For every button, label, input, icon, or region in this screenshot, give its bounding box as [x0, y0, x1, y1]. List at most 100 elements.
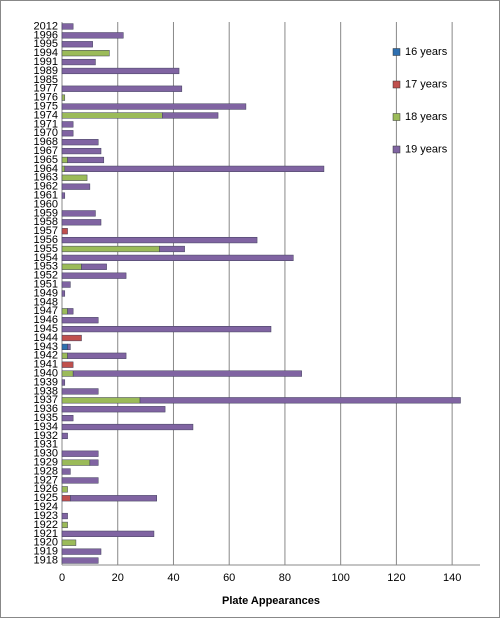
bar — [61, 343, 68, 351]
legend-swatch — [392, 113, 401, 121]
y-tick-label: 1976 — [34, 92, 58, 104]
bar — [61, 512, 68, 520]
y-tick-label: 1919 — [34, 546, 58, 558]
y-tick-label: 1959 — [34, 207, 58, 219]
bar — [67, 343, 71, 351]
bar — [61, 219, 102, 226]
bar — [61, 50, 110, 57]
y-tick-label: 1995 — [34, 38, 58, 50]
y-tick-label: 1963 — [34, 172, 58, 184]
bar — [67, 156, 105, 164]
bar — [61, 85, 183, 92]
bar — [61, 112, 163, 119]
bar — [70, 495, 157, 502]
y-tick-label: 1946 — [34, 314, 58, 326]
bar — [64, 165, 325, 172]
bar — [61, 557, 99, 564]
y-tick-label: 1952 — [34, 270, 58, 282]
legend-swatch — [392, 145, 401, 154]
bar — [61, 406, 166, 413]
y-tick-label: 1932 — [34, 430, 58, 442]
bar — [61, 459, 91, 466]
bar — [61, 361, 74, 368]
y-tick-label: 1994 — [34, 47, 58, 59]
legend-label: 19 years — [405, 143, 448, 155]
y-tick-label: 1965 — [34, 154, 58, 166]
y-tick-label: 1985 — [34, 74, 58, 86]
bar — [61, 352, 68, 359]
x-tick-label: 0 — [59, 572, 65, 584]
y-tick-label: 1944 — [34, 332, 58, 344]
y-tick-label: 1918 — [34, 554, 58, 566]
bar — [61, 192, 66, 199]
y-tick-label: 1961 — [34, 189, 58, 201]
bar — [61, 290, 66, 297]
y-tick-label: 1930 — [34, 448, 58, 460]
y-tick-label: 2012 — [34, 20, 58, 32]
bar — [67, 308, 74, 315]
bar — [72, 370, 302, 377]
y-tick-label: 1939 — [34, 376, 58, 388]
bar — [61, 254, 294, 261]
legend-label: 17 years — [405, 78, 448, 90]
y-tick-label: 1954 — [34, 252, 58, 264]
y-tick-label: 1936 — [34, 403, 58, 415]
bar — [61, 236, 258, 244]
bar — [139, 397, 461, 404]
bar — [61, 130, 74, 137]
bar — [159, 245, 185, 253]
y-tick-label: 1935 — [34, 412, 58, 424]
bar — [61, 58, 96, 66]
y-tick-label: 1955 — [34, 243, 58, 255]
bar — [61, 495, 71, 502]
y-tick-label: 1974 — [34, 109, 58, 121]
bar — [61, 147, 102, 155]
x-tick-label: 60 — [223, 572, 235, 584]
bar — [61, 477, 99, 484]
bar — [61, 94, 66, 101]
bar — [61, 415, 74, 422]
bar — [61, 432, 68, 440]
y-tick-label: 1940 — [34, 368, 58, 380]
y-tick-label: 1937 — [34, 394, 58, 406]
legend-label: 18 years — [405, 111, 448, 123]
y-tick-label: 1928 — [34, 465, 58, 477]
x-axis-label: Plate Appearances — [222, 595, 320, 607]
bar — [61, 156, 68, 164]
bar — [61, 263, 82, 270]
bar — [61, 468, 71, 475]
legend-swatch — [392, 48, 401, 56]
y-tick-label: 1964 — [34, 163, 58, 175]
bar — [61, 183, 91, 190]
bar — [61, 539, 77, 546]
y-tick-label: 1923 — [34, 510, 58, 522]
y-tick-label: 1945 — [34, 323, 58, 335]
bar — [61, 388, 99, 395]
x-tick-label: 140 — [443, 572, 461, 584]
y-tick-label: 1920 — [34, 537, 58, 549]
y-tick-label: 1975 — [34, 100, 58, 112]
bar — [67, 352, 127, 359]
y-tick-label: 1989 — [34, 65, 58, 77]
x-tick-label: 120 — [387, 572, 405, 584]
bar — [61, 370, 74, 377]
y-tick-label: 1938 — [34, 385, 58, 397]
x-tick-label: 80 — [279, 572, 291, 584]
bar — [61, 308, 68, 315]
bar — [81, 263, 107, 270]
bar — [61, 165, 66, 172]
y-tick-label: 1991 — [34, 56, 58, 68]
y-tick-label: 1967 — [34, 145, 58, 157]
y-tick-label: 1942 — [34, 350, 58, 362]
bar — [89, 459, 99, 466]
y-tick-label: 1953 — [34, 261, 58, 273]
y-tick-label: 1925 — [34, 492, 58, 504]
bar — [61, 450, 99, 457]
bar — [61, 548, 102, 555]
y-tick-label: 1943 — [34, 341, 58, 353]
y-tick-label: 1962 — [34, 181, 58, 193]
bar — [61, 326, 272, 333]
bar — [61, 41, 93, 48]
legend-label: 16 years — [405, 46, 448, 58]
